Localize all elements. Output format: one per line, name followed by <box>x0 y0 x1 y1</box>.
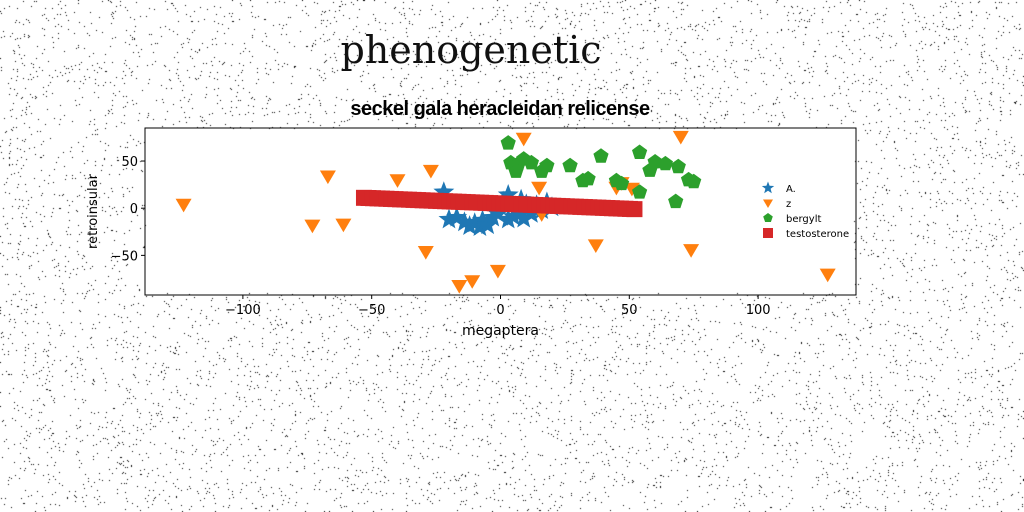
legend-label: z <box>786 199 791 210</box>
series-bergylt-point <box>632 144 648 159</box>
x-tick-label: −50 <box>358 303 385 318</box>
series-bergylt-point <box>657 155 673 171</box>
series-a-point <box>487 202 509 223</box>
series-z-point <box>489 264 506 279</box>
y-axis-label: retroinsular <box>86 173 101 249</box>
series-z-point <box>531 181 548 196</box>
series-a-point <box>459 215 480 235</box>
page-title: phenogenetic <box>340 28 602 72</box>
y-tick-label: 0 <box>130 202 138 217</box>
series-a-point <box>482 206 504 227</box>
series-bergylt-point <box>686 173 702 189</box>
series-bergylt-point <box>647 154 663 169</box>
series-bergylt-point <box>580 170 596 186</box>
series-z-point <box>422 164 439 179</box>
series-a-point <box>513 207 535 228</box>
series-z-point <box>319 170 336 185</box>
chart-title: seckel gala heracleidan relicense <box>350 98 650 120</box>
y-tick-label: −50 <box>111 249 138 264</box>
series-z-point <box>464 275 481 289</box>
series-z-point <box>335 218 352 233</box>
series-a-point <box>464 212 486 233</box>
series-a-point <box>497 208 519 229</box>
series-z-point <box>819 268 836 283</box>
series-z-point <box>304 219 321 234</box>
series-a-point <box>502 205 524 226</box>
legend: A. z bergylt testosterone <box>761 181 849 240</box>
series-z-point <box>623 182 640 197</box>
x-tick-label: 50 <box>621 303 638 318</box>
series-a-point <box>454 211 475 232</box>
legend-label: testosterone <box>786 229 849 240</box>
series-bergylt-point <box>593 148 609 163</box>
series-testosterone-point <box>626 201 643 218</box>
series-z-point <box>451 280 468 294</box>
x-tick-label: −100 <box>225 303 261 318</box>
x-tick-label: 0 <box>496 303 504 318</box>
series-z-point <box>417 246 434 260</box>
series-z-point <box>515 132 532 147</box>
legend-marker <box>763 213 773 222</box>
series-bergylt-point <box>632 184 648 199</box>
series-bergylt-point <box>668 193 684 209</box>
series-bergylt-point <box>614 175 630 191</box>
legend-label: A. <box>786 184 796 195</box>
series-a-point <box>438 208 460 229</box>
series-a-point <box>497 184 519 204</box>
series-bergylt-point <box>670 158 686 174</box>
series-a-point <box>446 206 468 227</box>
y-tick-label: 50 <box>121 155 138 170</box>
series-bergylt-point <box>500 135 516 150</box>
series-z-point <box>672 130 689 145</box>
series-z-point <box>683 244 700 258</box>
series-z-point <box>389 174 406 188</box>
series-a-point <box>472 209 493 230</box>
axes: −100 −50 0 50 100 −50 0 50 <box>111 155 771 318</box>
legend-label: bergylt <box>786 214 821 225</box>
series-bergylt-point <box>523 154 539 170</box>
x-axis-label: megaptera <box>462 323 539 339</box>
series-bergylt-point <box>562 157 578 173</box>
series-a-point <box>433 181 455 202</box>
legend-marker <box>761 181 775 194</box>
series-bergylt-point <box>539 157 555 173</box>
series-z-point <box>587 239 604 253</box>
x-tick-label: 100 <box>746 303 771 318</box>
legend-marker <box>763 228 773 238</box>
plot-area <box>175 130 836 294</box>
legend-marker <box>763 199 773 208</box>
series-z-point <box>175 198 192 213</box>
